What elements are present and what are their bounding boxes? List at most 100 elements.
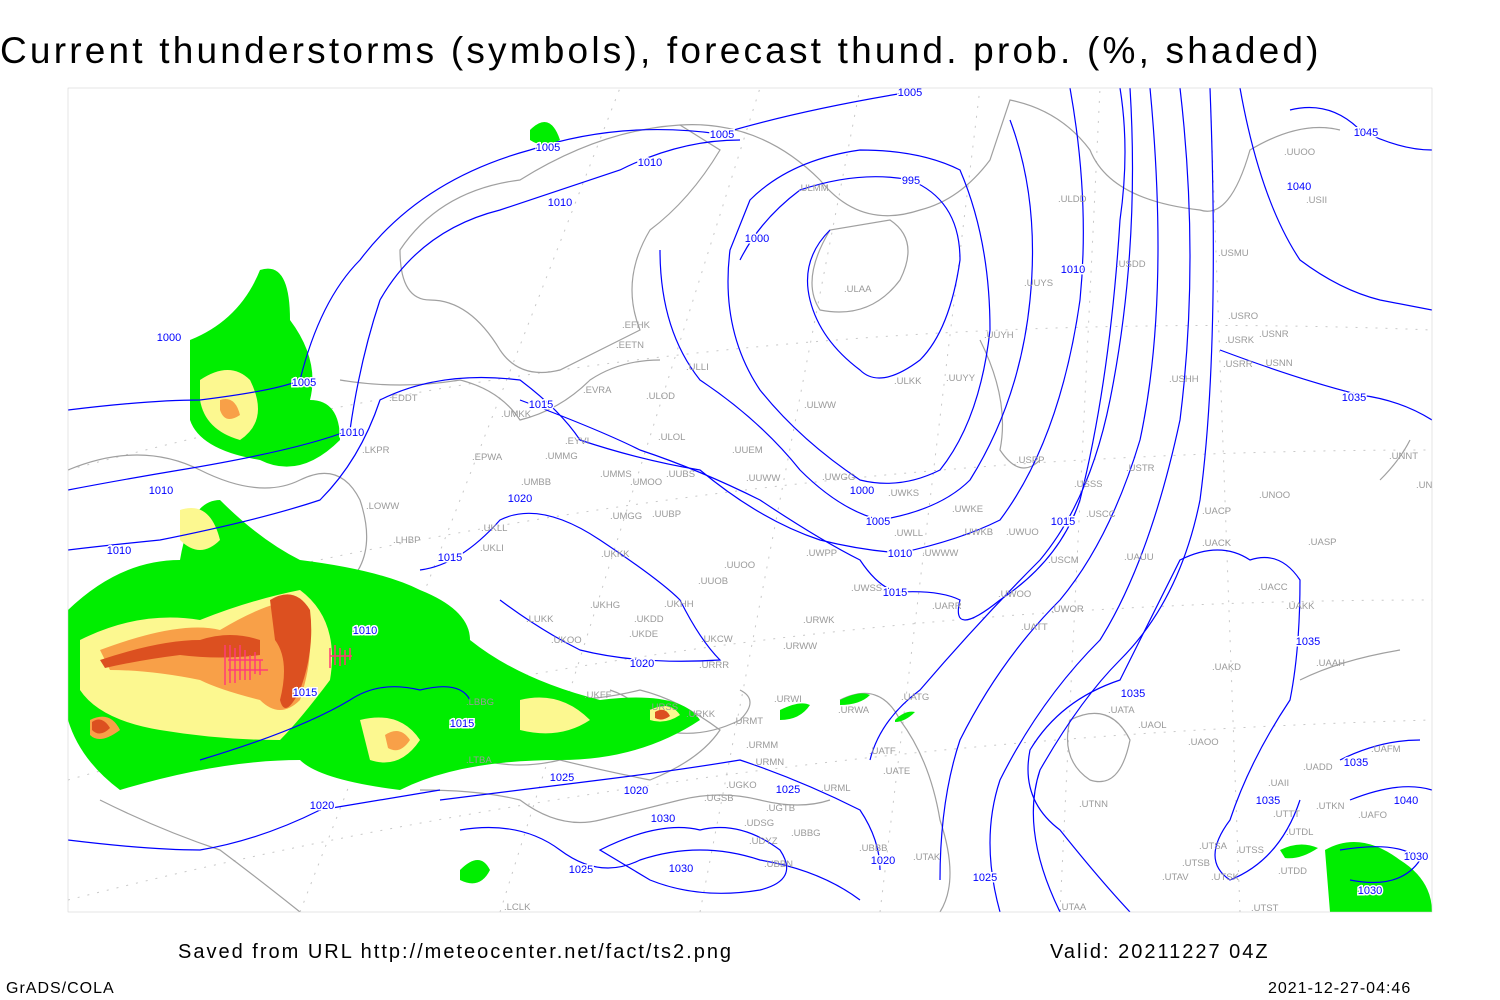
isobar-label: 1000 — [850, 485, 874, 497]
isobar-label: 1030 — [651, 813, 675, 825]
station-label: .ULLI — [686, 362, 709, 373]
station-label: .USTR — [1126, 463, 1155, 474]
isobar-label: 1020 — [630, 658, 654, 670]
station-label: .UUBP — [652, 509, 681, 520]
render-timestamp: 2021-12-27-04:46 — [1268, 980, 1412, 997]
source-url-text: Saved from URL http://meteocenter.net/fa… — [178, 941, 734, 963]
isobar-label: 1010 — [548, 197, 572, 209]
station-label: .UWKS — [888, 488, 919, 499]
isobar-label: 1005 — [898, 87, 922, 99]
station-label: .UDSG — [744, 818, 774, 829]
isobar-label: 1020 — [310, 800, 334, 812]
station-label: .UTAK — [913, 852, 941, 863]
station-label: .EDDT — [389, 393, 418, 404]
map-frame — [67, 87, 1433, 913]
station-label: .ULWW — [804, 400, 836, 411]
station-label: .UMKK — [501, 409, 532, 420]
station-label: .UACC — [1258, 582, 1288, 593]
station-label: .UASP — [1308, 537, 1337, 548]
isobar-label: 1005 — [866, 516, 890, 528]
graticule — [68, 88, 1432, 912]
station-label: .UGTB — [766, 803, 795, 814]
station-label: .EFHK — [622, 320, 651, 331]
station-label: .UUYH — [984, 330, 1014, 341]
thunderstorm-probability-shading — [68, 122, 1432, 912]
station-label: .UUBS — [666, 469, 695, 480]
isobar-label: 1020 — [624, 785, 648, 797]
isobar-label: 1025 — [776, 784, 800, 796]
station-label: .UTTT — [1273, 809, 1300, 820]
isobar-label: 1030 — [669, 863, 693, 875]
station-label: .UWKB — [962, 527, 993, 538]
station-label: .UUOB — [698, 576, 728, 587]
station-label: .UWPP — [806, 548, 837, 559]
valid-time-text: Valid: 20211227 04Z — [1050, 941, 1270, 963]
isobar-label: 1010 — [107, 545, 131, 557]
isobar-label: 1040 — [1287, 181, 1311, 193]
isobar-label: 1015 — [883, 587, 907, 599]
isobar-label: 1035 — [1256, 795, 1280, 807]
station-label: .UKHG — [590, 600, 620, 611]
station-label: .UMMG — [545, 451, 578, 462]
software-credit: GrADS/COLA — [6, 980, 115, 997]
station-label: .UAOL — [1138, 720, 1167, 731]
station-label: .UKKK — [601, 549, 630, 560]
station-label: .ULMM — [798, 183, 829, 194]
isobar-label: 1030 — [1358, 885, 1382, 897]
station-label: .UTSS — [1236, 845, 1264, 856]
isobar-label: 1015 — [450, 718, 474, 730]
isobar-label: 1025 — [569, 864, 593, 876]
station-label: .UUEM — [732, 445, 763, 456]
station-label: .UMGG — [610, 511, 642, 522]
isobar-label: 1010 — [353, 625, 377, 637]
station-label: .USNN — [1263, 358, 1293, 369]
isobar-label: 1010 — [1061, 264, 1085, 276]
station-label: .URMM — [746, 740, 778, 751]
station-label: .EVRA — [583, 385, 612, 396]
station-label: .USRK — [1225, 335, 1255, 346]
station-label: .UWLL — [894, 528, 923, 539]
station-label: .UAKD — [1212, 662, 1241, 673]
station-label: .UTSK — [1211, 872, 1240, 883]
coastlines — [68, 99, 1411, 912]
station-label: .UNNT — [1389, 451, 1418, 462]
station-label: .USCC — [1086, 509, 1116, 520]
isobar-label: 1020 — [508, 493, 532, 505]
isobar-label: 1010 — [638, 157, 662, 169]
station-label: .ULKK — [894, 376, 922, 387]
station-label: .UACK — [1202, 538, 1232, 549]
station-label: .UTST — [1251, 903, 1279, 914]
isobar-label: 1005 — [536, 142, 560, 154]
station-label: .UBBN — [764, 859, 793, 870]
isobar-contours — [68, 88, 1432, 912]
station-label: .UWSS — [851, 583, 882, 594]
station-label: .UWOR — [1051, 604, 1084, 615]
station-label: .UMOO — [630, 477, 662, 488]
isobar-label: 1015 — [438, 552, 462, 564]
station-label: .USMU — [1218, 248, 1249, 259]
station-label: .LKPR — [362, 445, 390, 456]
station-label: .UUOO — [724, 560, 755, 571]
station-label: .USNR — [1259, 329, 1289, 340]
isobar-label: 1005 — [292, 377, 316, 389]
station-label: .LHBP — [393, 535, 420, 546]
isobar-label: 1040 — [1394, 795, 1418, 807]
isobar-label: 1015 — [529, 399, 553, 411]
station-label: .UKFF — [584, 690, 612, 701]
station-label: .UATF — [869, 746, 896, 757]
station-label: .UWOO — [998, 589, 1031, 600]
station-label: .UGSB — [704, 793, 734, 804]
station-label: .UWUO — [1006, 527, 1039, 538]
station-label: .UUOO — [1284, 147, 1315, 158]
isobar-label: 1015 — [1051, 516, 1075, 528]
isobar-label: 1010 — [888, 548, 912, 560]
station-label: .EPWA — [472, 452, 503, 463]
station-label: .URRR — [699, 660, 729, 671]
station-label: .USPP — [1016, 455, 1045, 466]
isobar-label: 1000 — [745, 233, 769, 245]
station-label: .UADD — [1303, 762, 1333, 773]
station-label: .UATA — [1108, 705, 1135, 716]
station-label: .UTAA — [1059, 902, 1087, 913]
station-label: .UTNN — [1079, 799, 1108, 810]
